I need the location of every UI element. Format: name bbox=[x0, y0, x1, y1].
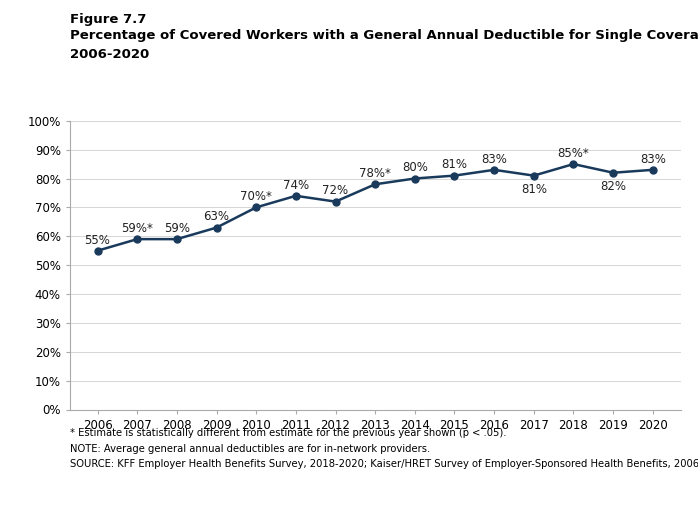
Text: NOTE: Average general annual deductibles are for in-network providers.: NOTE: Average general annual deductibles… bbox=[70, 444, 430, 454]
Text: 83%: 83% bbox=[481, 153, 507, 166]
Text: 82%: 82% bbox=[600, 180, 626, 193]
Text: SOURCE: KFF Employer Health Benefits Survey, 2018-2020; Kaiser/HRET Survey of Em: SOURCE: KFF Employer Health Benefits Sur… bbox=[70, 459, 698, 469]
Text: Percentage of Covered Workers with a General Annual Deductible for Single Covera: Percentage of Covered Workers with a Gen… bbox=[70, 29, 698, 42]
Text: 2006-2020: 2006-2020 bbox=[70, 48, 149, 61]
Text: 72%: 72% bbox=[322, 184, 348, 197]
Text: * Estimate is statistically different from estimate for the previous year shown : * Estimate is statistically different fr… bbox=[70, 428, 506, 438]
Text: 78%*: 78%* bbox=[359, 167, 391, 180]
Text: 55%: 55% bbox=[84, 234, 110, 247]
Text: 59%*: 59%* bbox=[121, 222, 153, 235]
Text: 59%: 59% bbox=[164, 222, 190, 235]
Text: 63%: 63% bbox=[204, 211, 230, 224]
Text: 74%: 74% bbox=[283, 178, 309, 192]
Text: 81%: 81% bbox=[521, 183, 547, 195]
Text: 80%: 80% bbox=[402, 161, 428, 174]
Text: Figure 7.7: Figure 7.7 bbox=[70, 13, 146, 26]
Text: 85%*: 85%* bbox=[558, 147, 589, 160]
Text: 70%*: 70%* bbox=[240, 190, 272, 203]
Text: 83%: 83% bbox=[640, 153, 666, 166]
Text: 81%: 81% bbox=[442, 159, 468, 172]
